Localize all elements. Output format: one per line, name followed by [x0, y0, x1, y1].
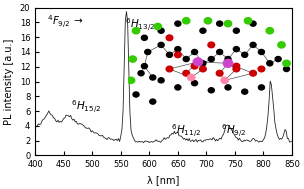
Circle shape: [208, 88, 214, 93]
Circle shape: [141, 64, 147, 69]
Circle shape: [192, 50, 198, 55]
Circle shape: [278, 42, 285, 48]
Text: $^6H_{15/2}$: $^6H_{15/2}$: [71, 98, 101, 115]
Circle shape: [258, 85, 264, 90]
Text: $^4F_{9/2}$ →: $^4F_{9/2}$ →: [47, 14, 83, 30]
Y-axis label: PL intensity [a.u.]: PL intensity [a.u.]: [4, 38, 14, 125]
Circle shape: [258, 66, 265, 72]
Circle shape: [242, 89, 248, 94]
Circle shape: [204, 18, 212, 24]
Circle shape: [266, 28, 274, 34]
Text: $^6H_{13/2}$: $^6H_{13/2}$: [125, 16, 155, 33]
Circle shape: [188, 74, 195, 81]
Circle shape: [208, 57, 214, 62]
Circle shape: [233, 47, 239, 52]
Circle shape: [183, 70, 190, 76]
Circle shape: [216, 70, 223, 76]
Circle shape: [175, 47, 181, 52]
Circle shape: [200, 61, 206, 66]
Circle shape: [233, 28, 239, 33]
Circle shape: [244, 18, 252, 24]
Circle shape: [283, 60, 290, 67]
Circle shape: [225, 57, 231, 62]
Circle shape: [275, 57, 281, 62]
Circle shape: [191, 63, 198, 69]
Circle shape: [217, 50, 223, 55]
Circle shape: [250, 42, 256, 47]
Circle shape: [166, 35, 173, 41]
Circle shape: [250, 70, 256, 76]
Circle shape: [141, 35, 147, 40]
Circle shape: [145, 50, 151, 55]
Text: $^6H_{9/2}$: $^6H_{9/2}$: [221, 122, 247, 139]
Circle shape: [133, 92, 139, 97]
Circle shape: [267, 61, 273, 66]
Circle shape: [250, 21, 256, 26]
Circle shape: [199, 66, 206, 72]
Circle shape: [258, 50, 264, 55]
Circle shape: [158, 78, 164, 83]
Circle shape: [138, 71, 144, 76]
Circle shape: [132, 28, 140, 34]
Circle shape: [127, 77, 135, 84]
Circle shape: [233, 63, 240, 69]
Circle shape: [221, 77, 228, 84]
Circle shape: [223, 59, 233, 67]
Circle shape: [192, 81, 198, 86]
Circle shape: [174, 52, 181, 58]
Circle shape: [182, 18, 190, 24]
Circle shape: [242, 52, 248, 57]
Circle shape: [158, 28, 164, 33]
Circle shape: [158, 42, 164, 47]
Text: $^6H_{11/2}$: $^6H_{11/2}$: [171, 122, 201, 139]
Circle shape: [167, 52, 172, 57]
Circle shape: [217, 21, 223, 26]
Circle shape: [129, 56, 136, 62]
Circle shape: [175, 21, 181, 26]
Circle shape: [166, 66, 173, 72]
Circle shape: [208, 42, 215, 48]
Circle shape: [175, 85, 181, 90]
Circle shape: [200, 28, 206, 33]
Circle shape: [150, 75, 156, 80]
Circle shape: [193, 58, 202, 66]
Circle shape: [284, 67, 289, 72]
Circle shape: [233, 66, 240, 72]
Circle shape: [225, 85, 231, 90]
Circle shape: [224, 21, 232, 27]
Circle shape: [154, 23, 161, 30]
Circle shape: [183, 57, 189, 62]
Circle shape: [150, 99, 156, 104]
X-axis label: λ [nm]: λ [nm]: [147, 175, 180, 185]
